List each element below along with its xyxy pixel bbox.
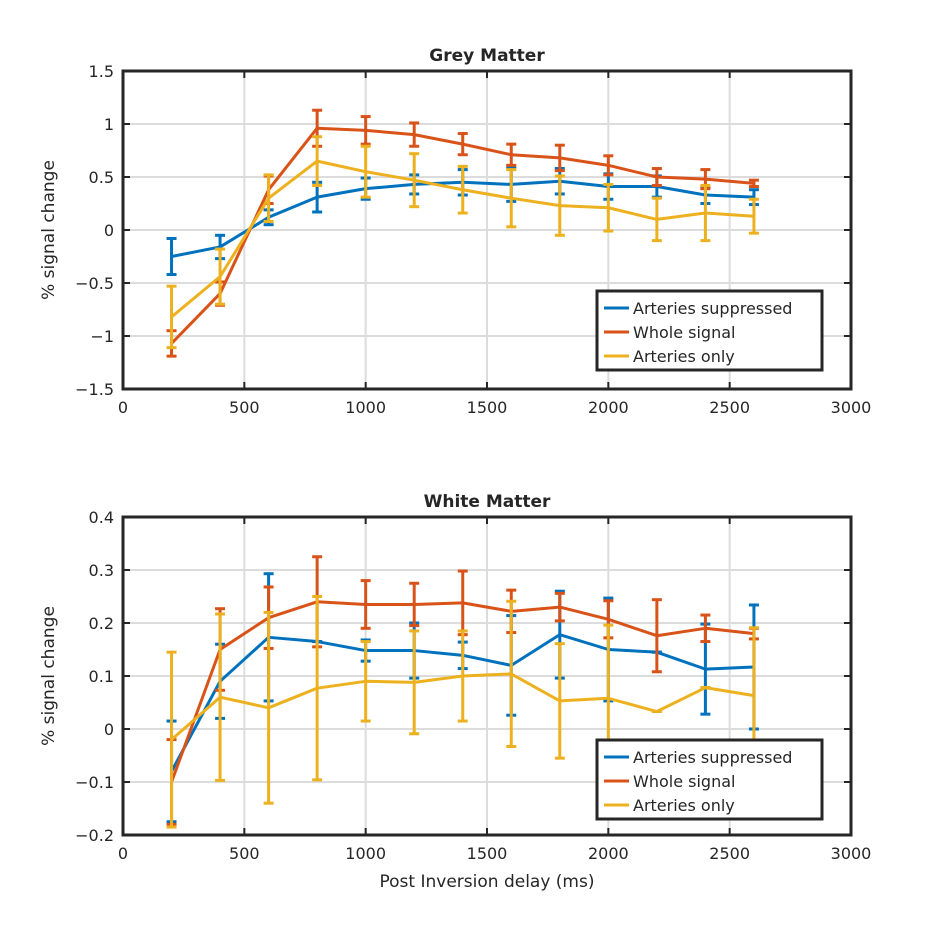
x-tick-label: 3000: [831, 398, 872, 417]
y-tick-label: 1: [104, 115, 114, 134]
legend-entry: Whole signal: [633, 772, 735, 791]
x-tick-label: 2000: [588, 398, 629, 417]
legend-entry: Arteries suppressed: [633, 299, 792, 318]
y-axis-label: % signal change: [39, 160, 59, 300]
legend-entry: Arteries only: [633, 796, 735, 815]
y-tick-label: −0.2: [75, 826, 114, 845]
legend: Arteries suppressed Whole signal Arteries …: [595, 289, 824, 372]
chart-2: 0 500 1000 1500 2000 2500 3000 −0.2 −0.1 0 0.1 0.2 0…: [39, 492, 871, 892]
x-tick-label: 0: [118, 398, 128, 417]
legend-box: [595, 289, 824, 372]
x-axis-label: Post Inversion delay (ms): [380, 872, 595, 892]
y-tick-label: −0.1: [75, 773, 114, 792]
legend: Arteries suppressed Whole signal Arteries …: [595, 738, 824, 821]
y-tick-label: 0: [104, 720, 114, 739]
legend-entry: Arteries suppressed: [633, 748, 792, 767]
series-line: [170, 159, 755, 319]
x-tick-label: 1500: [467, 398, 508, 417]
y-tick-label: −1: [90, 327, 114, 346]
x-tick-label: 1000: [345, 398, 386, 417]
x-tick-label: 1500: [467, 844, 508, 863]
series-arteries-only: [166, 595, 759, 829]
x-tick-label: 2500: [709, 844, 750, 863]
chart-1: 0 500 1000 1500 2000 2500 3000 −1.5 −1 −0.5 0 0.5 1 1…: [39, 46, 871, 417]
series-arteries-only: [166, 135, 759, 350]
y-tick-label: 0.1: [89, 667, 114, 686]
legend-entry: Whole signal: [633, 323, 735, 342]
legend-box: [595, 738, 824, 821]
chart-title: White Matter: [424, 492, 551, 512]
x-tick-label: 0: [118, 844, 128, 863]
y-tick-label: 0.2: [89, 614, 114, 633]
y-tick-label: 0.5: [89, 168, 114, 187]
x-tick-label: 500: [229, 398, 260, 417]
chart-title: Grey Matter: [429, 46, 545, 66]
y-tick-label: 0.3: [89, 561, 114, 580]
x-tick-label: 1000: [345, 844, 386, 863]
y-tick-label: −0.5: [75, 274, 114, 293]
y-tick-label: 0: [104, 221, 114, 240]
y-tick-label: 1.5: [89, 62, 114, 81]
y-axis-label: % signal change: [39, 606, 59, 746]
x-tick-label: 2000: [588, 844, 629, 863]
y-tick-label: −1.5: [75, 380, 114, 399]
legend-entry: Arteries only: [633, 347, 735, 366]
x-tick-label: 3000: [831, 844, 872, 863]
x-tick-label: 2500: [709, 398, 750, 417]
y-tick-label: 0.4: [89, 508, 114, 527]
x-tick-label: 500: [229, 844, 260, 863]
series-line: [170, 672, 755, 741]
